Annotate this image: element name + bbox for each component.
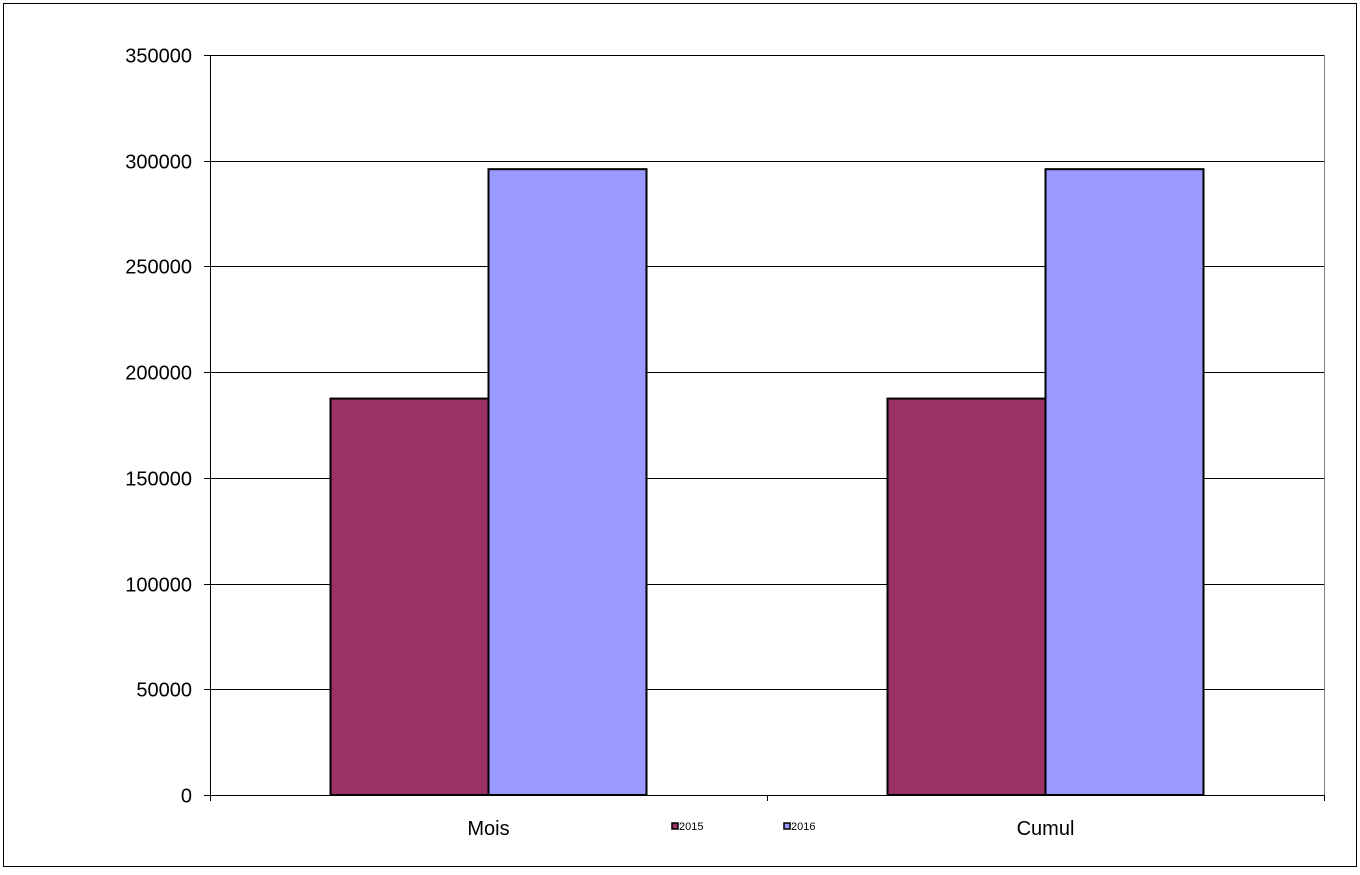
bar-2015-cumul: [886, 397, 1047, 796]
bar-2016-mois: [487, 168, 648, 796]
bars: [329, 168, 1205, 796]
x-category-label: Cumul: [1017, 818, 1075, 840]
bar-2016-cumul: [1044, 168, 1205, 796]
legend-swatch-2016: [783, 822, 791, 830]
y-axis-ticks: 0 50000 100000 150000 200000 250000 300000 3500…: [125, 46, 210, 808]
y-tick-label: 350000: [125, 46, 192, 68]
y-tick-label: 300000: [125, 152, 192, 174]
y-tick-label: 250000: [125, 257, 192, 279]
legend-label-2015: 2015: [679, 821, 703, 833]
y-tick-label: 200000: [125, 363, 192, 385]
legend-label-2016: 2016: [791, 821, 815, 833]
legend-swatch-2015: [671, 822, 679, 830]
y-tick-label: 0: [181, 786, 192, 808]
legend: 2015 2016: [671, 821, 815, 833]
x-category-label: Mois: [467, 818, 509, 840]
y-tick-label: 150000: [125, 469, 192, 491]
y-tick-label: 100000: [125, 575, 192, 597]
x-axis-categories: Mois Cumul: [467, 818, 1074, 840]
y-tick-label: 50000: [136, 680, 192, 702]
bar-2015-mois: [329, 397, 490, 796]
axes: [210, 55, 1325, 801]
